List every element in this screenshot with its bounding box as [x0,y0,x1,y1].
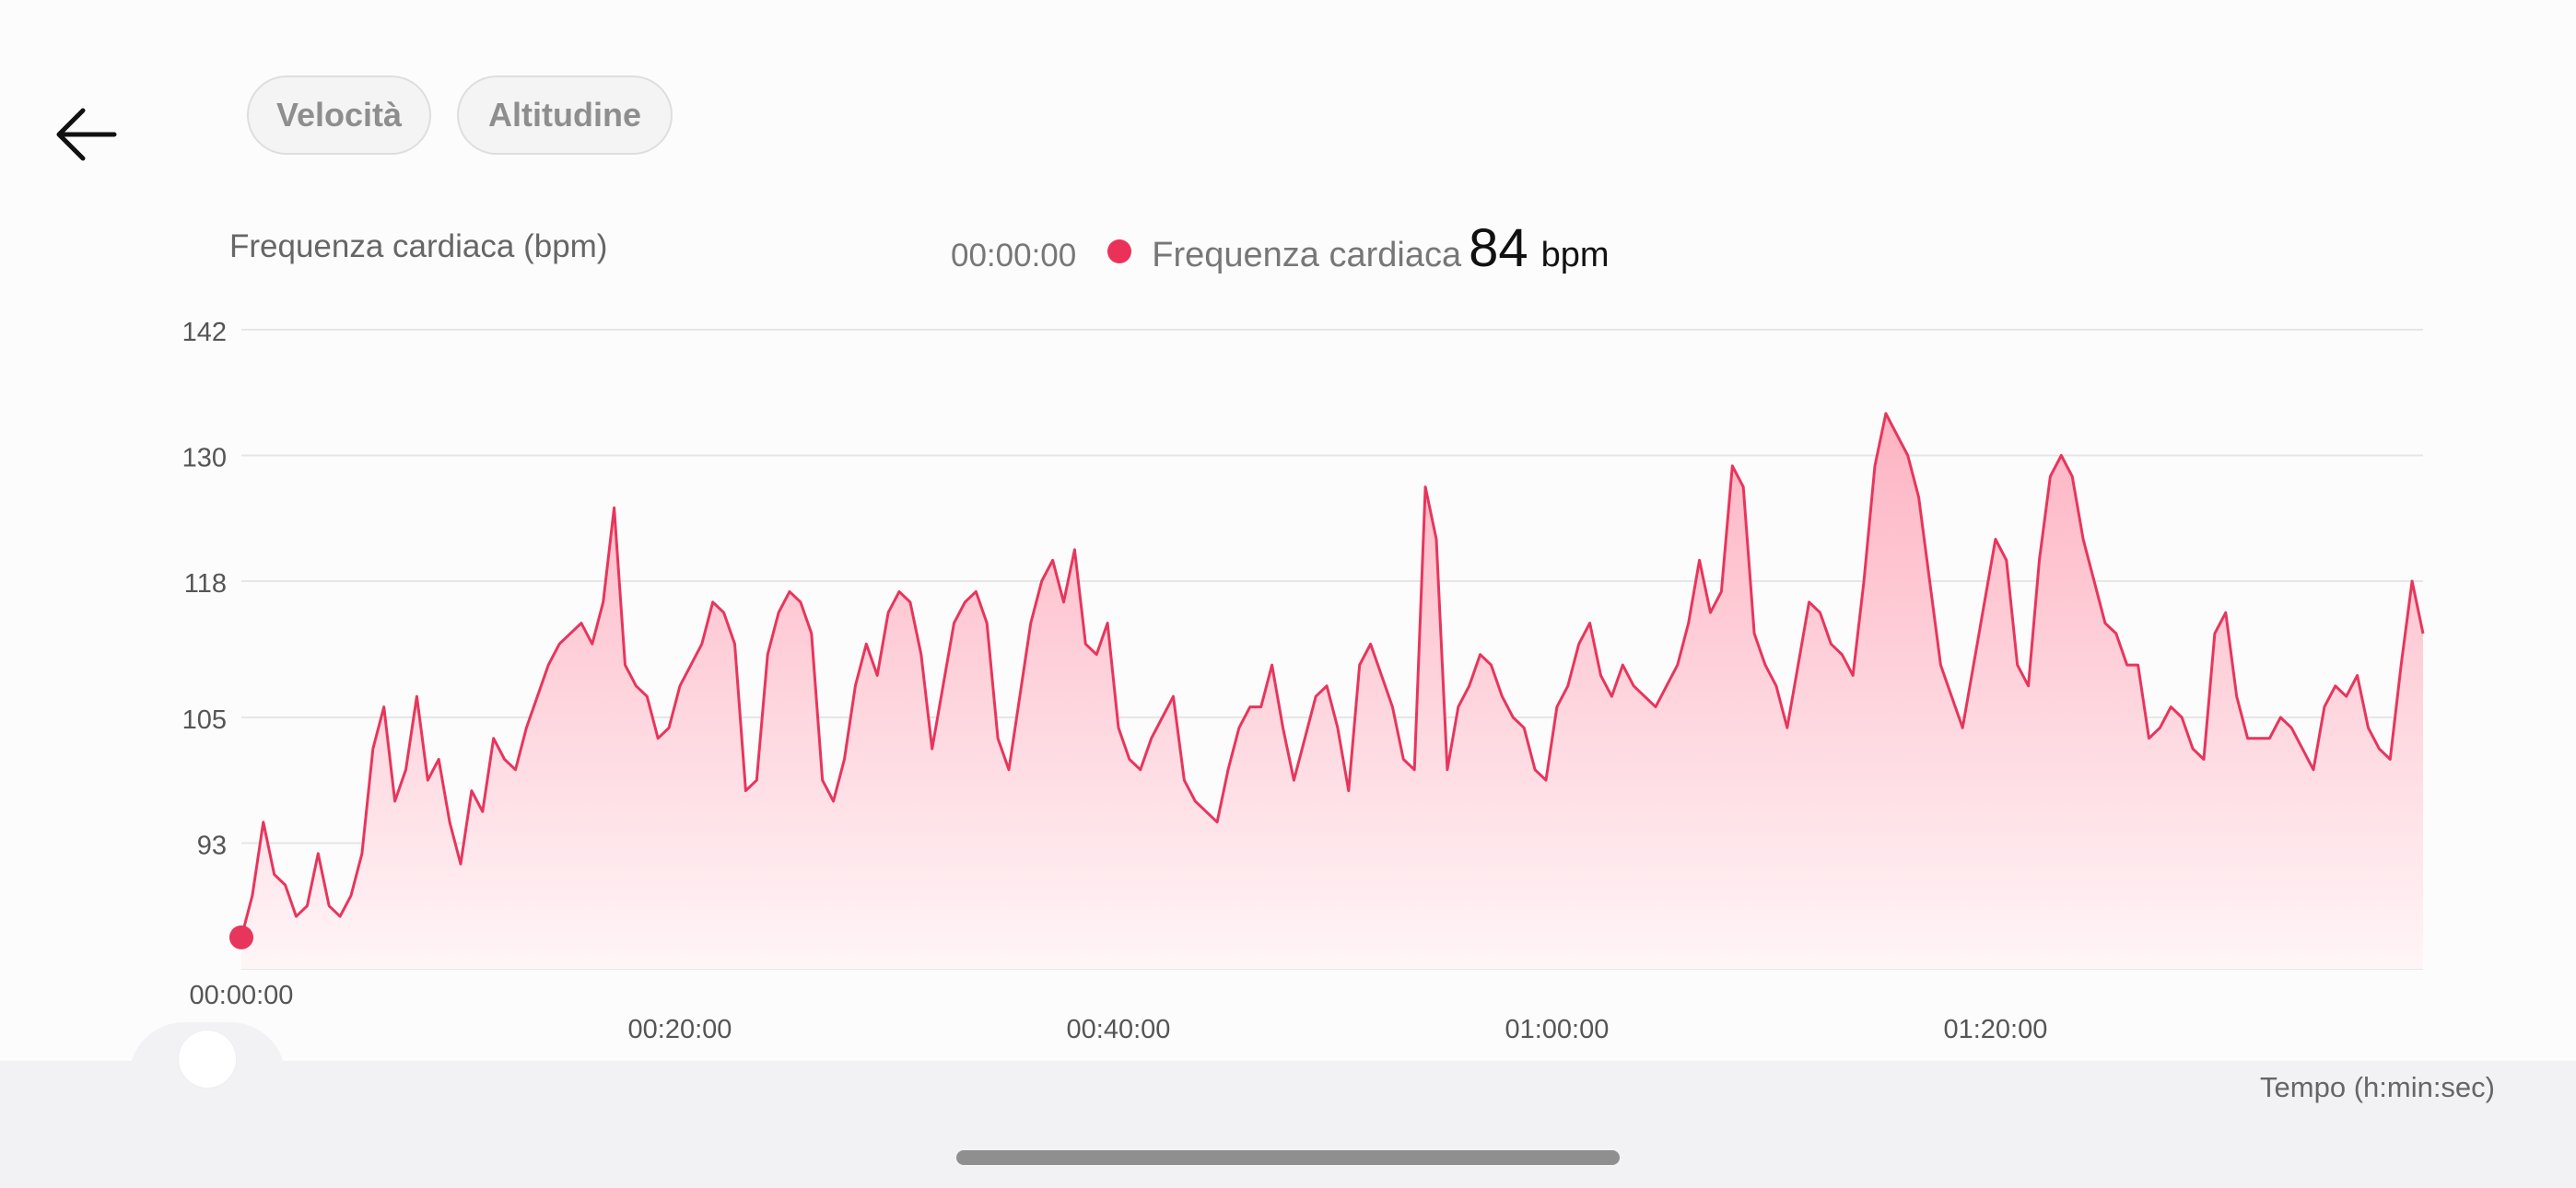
chart-legend: 00:00:00 Frequenza cardiaca 84 bpm [951,217,1610,282]
x-tick-label: 00:00:00 [190,981,294,1010]
y-tick-label: 142 [182,318,227,347]
x-tick-label: 00:40:00 [1067,1015,1171,1044]
home-indicator[interactable] [956,1150,1620,1165]
x-tick-label: 00:20:00 [628,1015,732,1044]
series-color-dot [1107,239,1132,263]
y-tick-label: 105 [182,705,227,735]
heart-rate-chart[interactable]: 142 130 118 105 93 00:00:00 00:20:00 00:40:00 01… [0,0,2576,1061]
series-area [241,413,2423,969]
tab-velocita[interactable]: Velocità [247,76,431,155]
arrow-left-icon [56,108,117,161]
x-axis-title: Tempo (h:min:sec) [2260,1071,2495,1103]
tab-altitudine[interactable]: Altitudine [457,76,673,155]
x-tick-label: 01:00:00 [1505,1015,1609,1044]
bottom-bar [0,1061,2576,1188]
cursor-marker [229,925,253,949]
cursor-time: 00:00:00 [951,238,1077,274]
chart-title: Frequenza cardiaca (bpm) [229,228,608,264]
y-tick-label: 93 [197,831,227,860]
scrubber-handle[interactable] [179,1031,236,1088]
series-line [240,412,2425,938]
series-label: Frequenza cardiaca [1152,236,1462,274]
y-tick-label: 130 [182,444,227,473]
x-tick-label: 01:20:00 [1943,1015,2047,1044]
back-button[interactable] [48,92,133,177]
current-value: 84 [1469,218,1528,278]
unit-label: bpm [1540,236,1610,274]
y-tick-label: 118 [184,569,227,599]
